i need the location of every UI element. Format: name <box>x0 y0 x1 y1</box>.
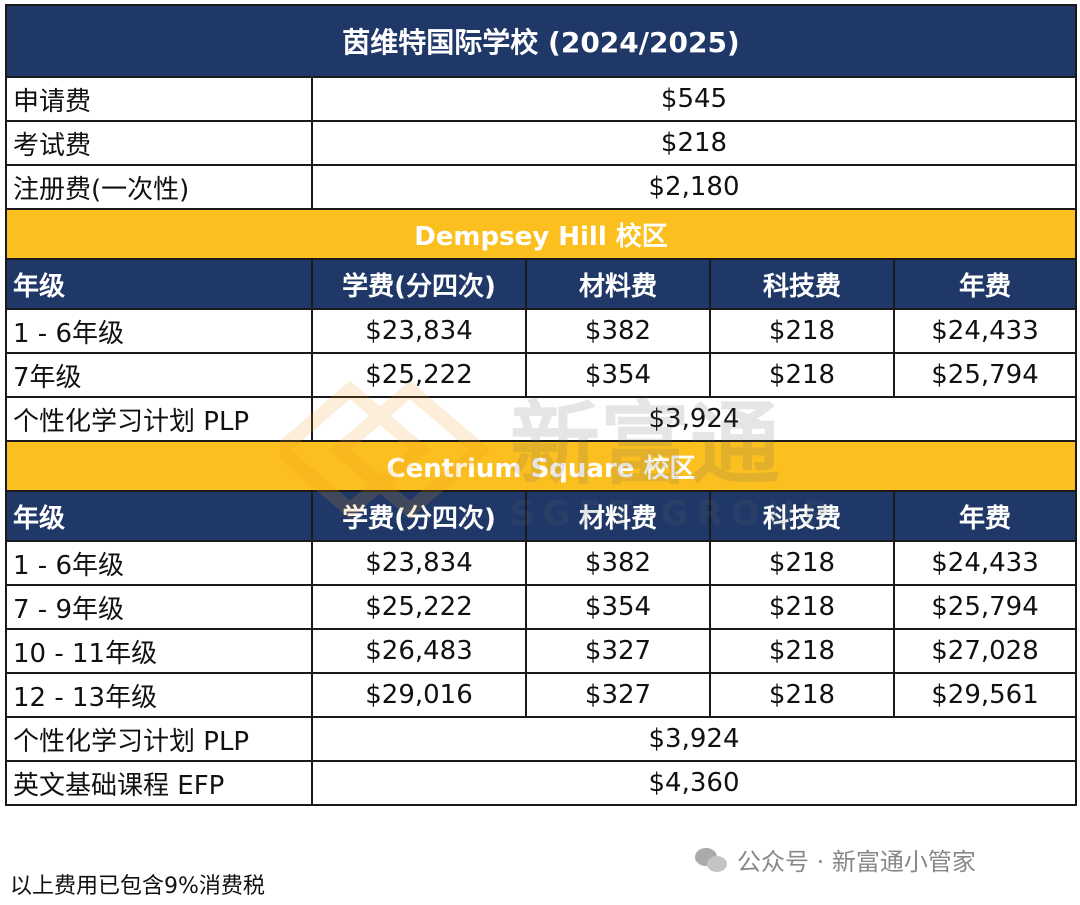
col-header-tech: 科技费 <box>709 490 895 542</box>
annual-cell: $24,433 <box>892 540 1078 586</box>
col-header-material: 材料费 <box>525 490 711 542</box>
col-header-grade: 年级 <box>5 490 313 542</box>
table-row: 12 - 13年级 $29,016 $327 $218 $29,561 <box>5 672 1078 718</box>
grade-cell: 7 - 9年级 <box>5 584 313 630</box>
tech-cell: $218 <box>709 308 895 354</box>
campus-name: Dempsey Hill 校区 <box>4 208 1078 260</box>
efp-row: 英文基础课程 EFP $4,360 <box>5 760 1078 806</box>
col-header-grade: 年级 <box>5 258 313 310</box>
annual-cell: $25,794 <box>892 352 1078 398</box>
plp-label: 个性化学习计划 PLP <box>5 396 313 442</box>
tech-cell: $218 <box>709 628 895 674</box>
annual-cell: $25,794 <box>892 584 1078 630</box>
annual-cell: $29,561 <box>892 672 1078 718</box>
grade-cell: 7年级 <box>5 352 313 398</box>
plp-label: 个性化学习计划 PLP <box>5 716 313 762</box>
material-cell: $354 <box>525 352 711 398</box>
tuition-cell: $29,016 <box>311 672 527 718</box>
fee-row: 考试费 $218 <box>5 120 1078 166</box>
material-cell: $327 <box>525 628 711 674</box>
col-header-material: 材料费 <box>525 258 711 310</box>
wechat-credit: 公众号 · 新富通小管家 <box>695 842 976 877</box>
table-row: 1 - 6年级 $23,834 $382 $218 $24,433 <box>5 308 1078 354</box>
fee-row: 注册费(一次性) $2,180 <box>5 164 1078 210</box>
col-header-tuition: 学费(分四次) <box>311 490 527 542</box>
plp-row: 个性化学习计划 PLP $3,924 <box>5 396 1078 442</box>
grade-cell: 10 - 11年级 <box>5 628 313 674</box>
title-row: 茵维特国际学校 (2024/2025) <box>4 4 1078 78</box>
fee-table-container: 茵维特国际学校 (2024/2025) 申请费 $545 考试费 $218 注册… <box>4 4 1078 806</box>
plp-row: 个性化学习计划 PLP $3,924 <box>5 716 1078 762</box>
campus-name: Centrium Square 校区 <box>4 440 1078 492</box>
material-cell: $382 <box>525 540 711 586</box>
fee-row: 申请费 $545 <box>5 76 1078 122</box>
col-header-annual: 年费 <box>892 258 1078 310</box>
table-row: 1 - 6年级 $23,834 $382 $218 $24,433 <box>5 540 1078 586</box>
footnote: 以上费用已包含9%消费税 <box>10 874 265 899</box>
wechat-text: 公众号 · 新富通小管家 <box>737 848 976 876</box>
annual-cell: $27,028 <box>892 628 1078 674</box>
material-cell: $382 <box>525 308 711 354</box>
fee-value: $2,180 <box>310 164 1078 210</box>
tech-cell: $218 <box>709 352 895 398</box>
fee-table: 茵维特国际学校 (2024/2025) 申请费 $545 考试费 $218 注册… <box>4 4 1078 806</box>
fee-value: $545 <box>310 76 1078 122</box>
tuition-cell: $25,222 <box>311 352 527 398</box>
grade-cell: 1 - 6年级 <box>5 540 313 586</box>
tuition-cell: $26,483 <box>311 628 527 674</box>
campus-header-centrium: Centrium Square 校区 <box>4 440 1078 492</box>
table-row: 7 - 9年级 $25,222 $354 $218 $25,794 <box>5 584 1078 630</box>
tech-cell: $218 <box>709 540 895 586</box>
table-row: 7年级 $25,222 $354 $218 $25,794 <box>5 352 1078 398</box>
material-cell: $327 <box>525 672 711 718</box>
campus-header-dempsey: Dempsey Hill 校区 <box>4 208 1078 260</box>
col-header-annual: 年费 <box>892 490 1078 542</box>
fee-label: 申请费 <box>5 76 313 122</box>
fee-label: 注册费(一次性) <box>5 164 313 210</box>
page-title: 茵维特国际学校 (2024/2025) <box>4 4 1078 78</box>
plp-value: $3,924 <box>310 396 1078 442</box>
material-cell: $354 <box>525 584 711 630</box>
tuition-cell: $23,834 <box>311 308 527 354</box>
col-header-tech: 科技费 <box>709 258 895 310</box>
table-row: 10 - 11年级 $26,483 $327 $218 $27,028 <box>5 628 1078 674</box>
column-header-row: 年级 学费(分四次) 材料费 科技费 年费 <box>5 490 1078 542</box>
col-header-tuition: 学费(分四次) <box>311 258 527 310</box>
efp-value: $4,360 <box>310 760 1078 806</box>
fee-value: $218 <box>310 120 1078 166</box>
efp-label: 英文基础课程 EFP <box>5 760 313 806</box>
annual-cell: $24,433 <box>892 308 1078 354</box>
wechat-icon <box>695 846 729 874</box>
column-header-row: 年级 学费(分四次) 材料费 科技费 年费 <box>5 258 1078 310</box>
tuition-cell: $25,222 <box>311 584 527 630</box>
grade-cell: 12 - 13年级 <box>5 672 313 718</box>
tech-cell: $218 <box>709 584 895 630</box>
fee-label: 考试费 <box>5 120 313 166</box>
tech-cell: $218 <box>709 672 895 718</box>
grade-cell: 1 - 6年级 <box>5 308 313 354</box>
plp-value: $3,924 <box>310 716 1078 762</box>
tuition-cell: $23,834 <box>311 540 527 586</box>
